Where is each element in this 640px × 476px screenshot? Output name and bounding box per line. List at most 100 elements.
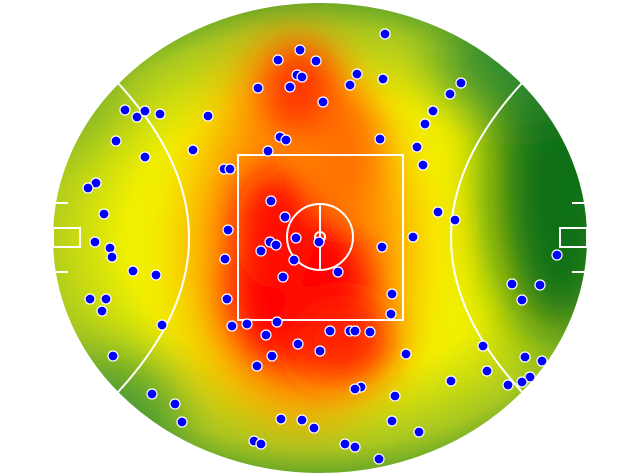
point [332, 266, 344, 278]
point [374, 133, 386, 145]
point [266, 350, 278, 362]
point [349, 383, 361, 395]
point [279, 211, 291, 223]
point [536, 355, 548, 367]
point [524, 371, 536, 383]
point [419, 118, 431, 130]
point [255, 245, 267, 257]
point [519, 351, 531, 363]
point [310, 55, 322, 67]
point [502, 379, 514, 391]
point [265, 195, 277, 207]
point [100, 293, 112, 305]
point [96, 305, 108, 317]
point [270, 239, 282, 251]
point [89, 236, 101, 248]
point [284, 81, 296, 93]
point [82, 182, 94, 194]
point [449, 214, 461, 226]
point [280, 134, 292, 146]
points [82, 28, 563, 465]
point [411, 141, 423, 153]
point [84, 293, 96, 305]
point [275, 413, 287, 425]
point [176, 416, 188, 428]
point [294, 44, 306, 56]
point [169, 398, 181, 410]
point [445, 375, 457, 387]
point [351, 68, 363, 80]
point [516, 294, 528, 306]
point [349, 441, 361, 453]
point [262, 145, 274, 157]
point [131, 111, 143, 123]
point [389, 390, 401, 402]
point [317, 96, 329, 108]
point [202, 110, 214, 122]
point [349, 325, 361, 337]
point [139, 105, 151, 117]
point [106, 251, 118, 263]
point [110, 135, 122, 147]
point [241, 318, 253, 330]
field-lines [51, 1, 589, 475]
point [260, 329, 272, 341]
point [534, 279, 546, 291]
point [344, 79, 356, 91]
point [308, 422, 320, 434]
point [407, 231, 419, 243]
point [417, 159, 429, 171]
point [156, 319, 168, 331]
point [551, 249, 563, 261]
point [386, 415, 398, 427]
point [290, 232, 302, 244]
point [385, 308, 397, 320]
point [314, 345, 326, 357]
point [506, 278, 518, 290]
point [255, 438, 267, 450]
point [379, 28, 391, 40]
point [219, 253, 231, 265]
point [224, 163, 236, 175]
point [222, 224, 234, 236]
point [296, 414, 308, 426]
point [324, 325, 336, 337]
point [187, 144, 199, 156]
point [400, 348, 412, 360]
point [377, 73, 389, 85]
point [313, 236, 325, 248]
point [516, 376, 528, 388]
point [271, 316, 283, 328]
point [252, 82, 264, 94]
point [146, 388, 158, 400]
point [288, 254, 300, 266]
point [427, 105, 439, 117]
point [139, 151, 151, 163]
point [296, 71, 308, 83]
point [481, 365, 493, 377]
point [339, 438, 351, 450]
point [477, 340, 489, 352]
point [127, 265, 139, 277]
point [107, 350, 119, 362]
point [90, 177, 102, 189]
point [251, 360, 263, 372]
point [226, 320, 238, 332]
point [272, 54, 284, 66]
point [98, 208, 110, 220]
point [221, 293, 233, 305]
point [292, 338, 304, 350]
point [277, 271, 289, 283]
point [444, 88, 456, 100]
point [413, 426, 425, 438]
point [150, 269, 162, 281]
point [119, 104, 131, 116]
point [455, 77, 467, 89]
point [154, 108, 166, 120]
point [376, 241, 388, 253]
point [104, 242, 116, 254]
point [373, 453, 385, 465]
point [386, 288, 398, 300]
point [364, 326, 376, 338]
